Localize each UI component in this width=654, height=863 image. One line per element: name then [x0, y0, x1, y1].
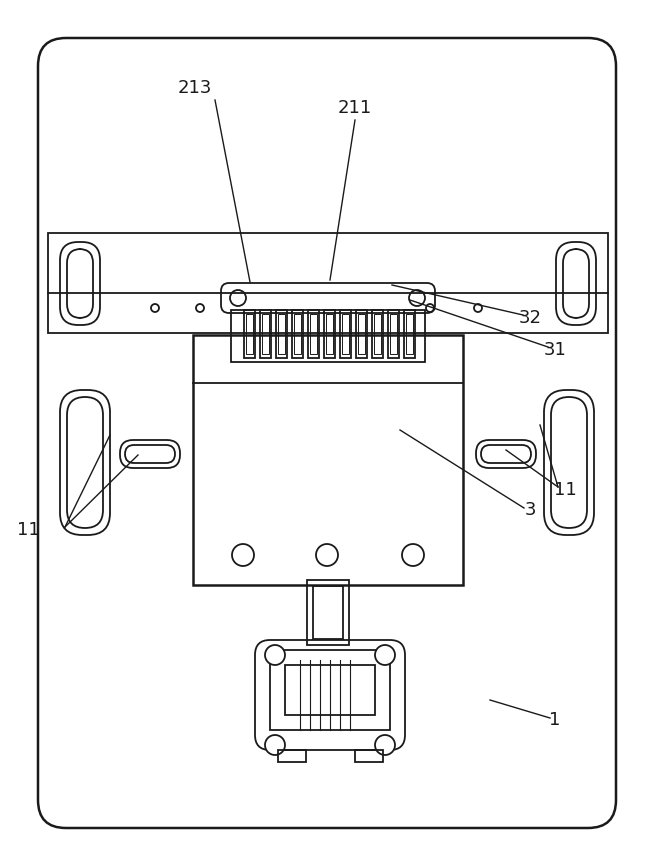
Bar — [358, 314, 365, 354]
Bar — [48, 233, 608, 333]
Circle shape — [230, 290, 246, 306]
Bar — [313, 586, 343, 639]
Bar — [231, 310, 425, 362]
Circle shape — [196, 304, 204, 312]
Bar — [310, 314, 317, 354]
Bar — [404, 310, 415, 358]
Circle shape — [375, 645, 395, 665]
Circle shape — [316, 544, 338, 566]
Bar — [326, 314, 333, 354]
Circle shape — [232, 544, 254, 566]
Text: 11: 11 — [16, 521, 39, 539]
Bar — [278, 314, 285, 354]
Bar — [308, 310, 319, 358]
Bar — [372, 310, 383, 358]
Text: 213: 213 — [178, 79, 212, 97]
Circle shape — [402, 544, 424, 566]
Bar — [340, 310, 351, 358]
Bar — [390, 314, 397, 354]
Bar — [285, 665, 375, 715]
Bar — [406, 314, 413, 354]
Circle shape — [426, 304, 434, 312]
Bar — [307, 580, 349, 645]
Bar — [342, 314, 349, 354]
Bar — [324, 310, 335, 358]
Bar — [246, 314, 253, 354]
Bar — [355, 750, 383, 762]
Bar — [278, 750, 306, 762]
Bar — [270, 650, 390, 730]
Text: 31: 31 — [543, 341, 566, 359]
Circle shape — [265, 735, 285, 755]
Bar — [260, 310, 271, 358]
Text: 32: 32 — [519, 309, 542, 327]
Text: 3: 3 — [525, 501, 536, 519]
Text: 211: 211 — [338, 99, 372, 117]
Bar — [356, 310, 367, 358]
Text: 1: 1 — [549, 711, 560, 729]
Text: 11: 11 — [554, 481, 576, 499]
Bar — [262, 314, 269, 354]
Bar — [374, 314, 381, 354]
Circle shape — [409, 290, 425, 306]
Circle shape — [474, 304, 482, 312]
Circle shape — [265, 645, 285, 665]
Bar — [294, 314, 301, 354]
Bar — [292, 310, 303, 358]
Bar — [244, 310, 255, 358]
Bar — [276, 310, 287, 358]
Bar — [388, 310, 399, 358]
Circle shape — [151, 304, 159, 312]
Bar — [193, 335, 463, 585]
Circle shape — [375, 735, 395, 755]
